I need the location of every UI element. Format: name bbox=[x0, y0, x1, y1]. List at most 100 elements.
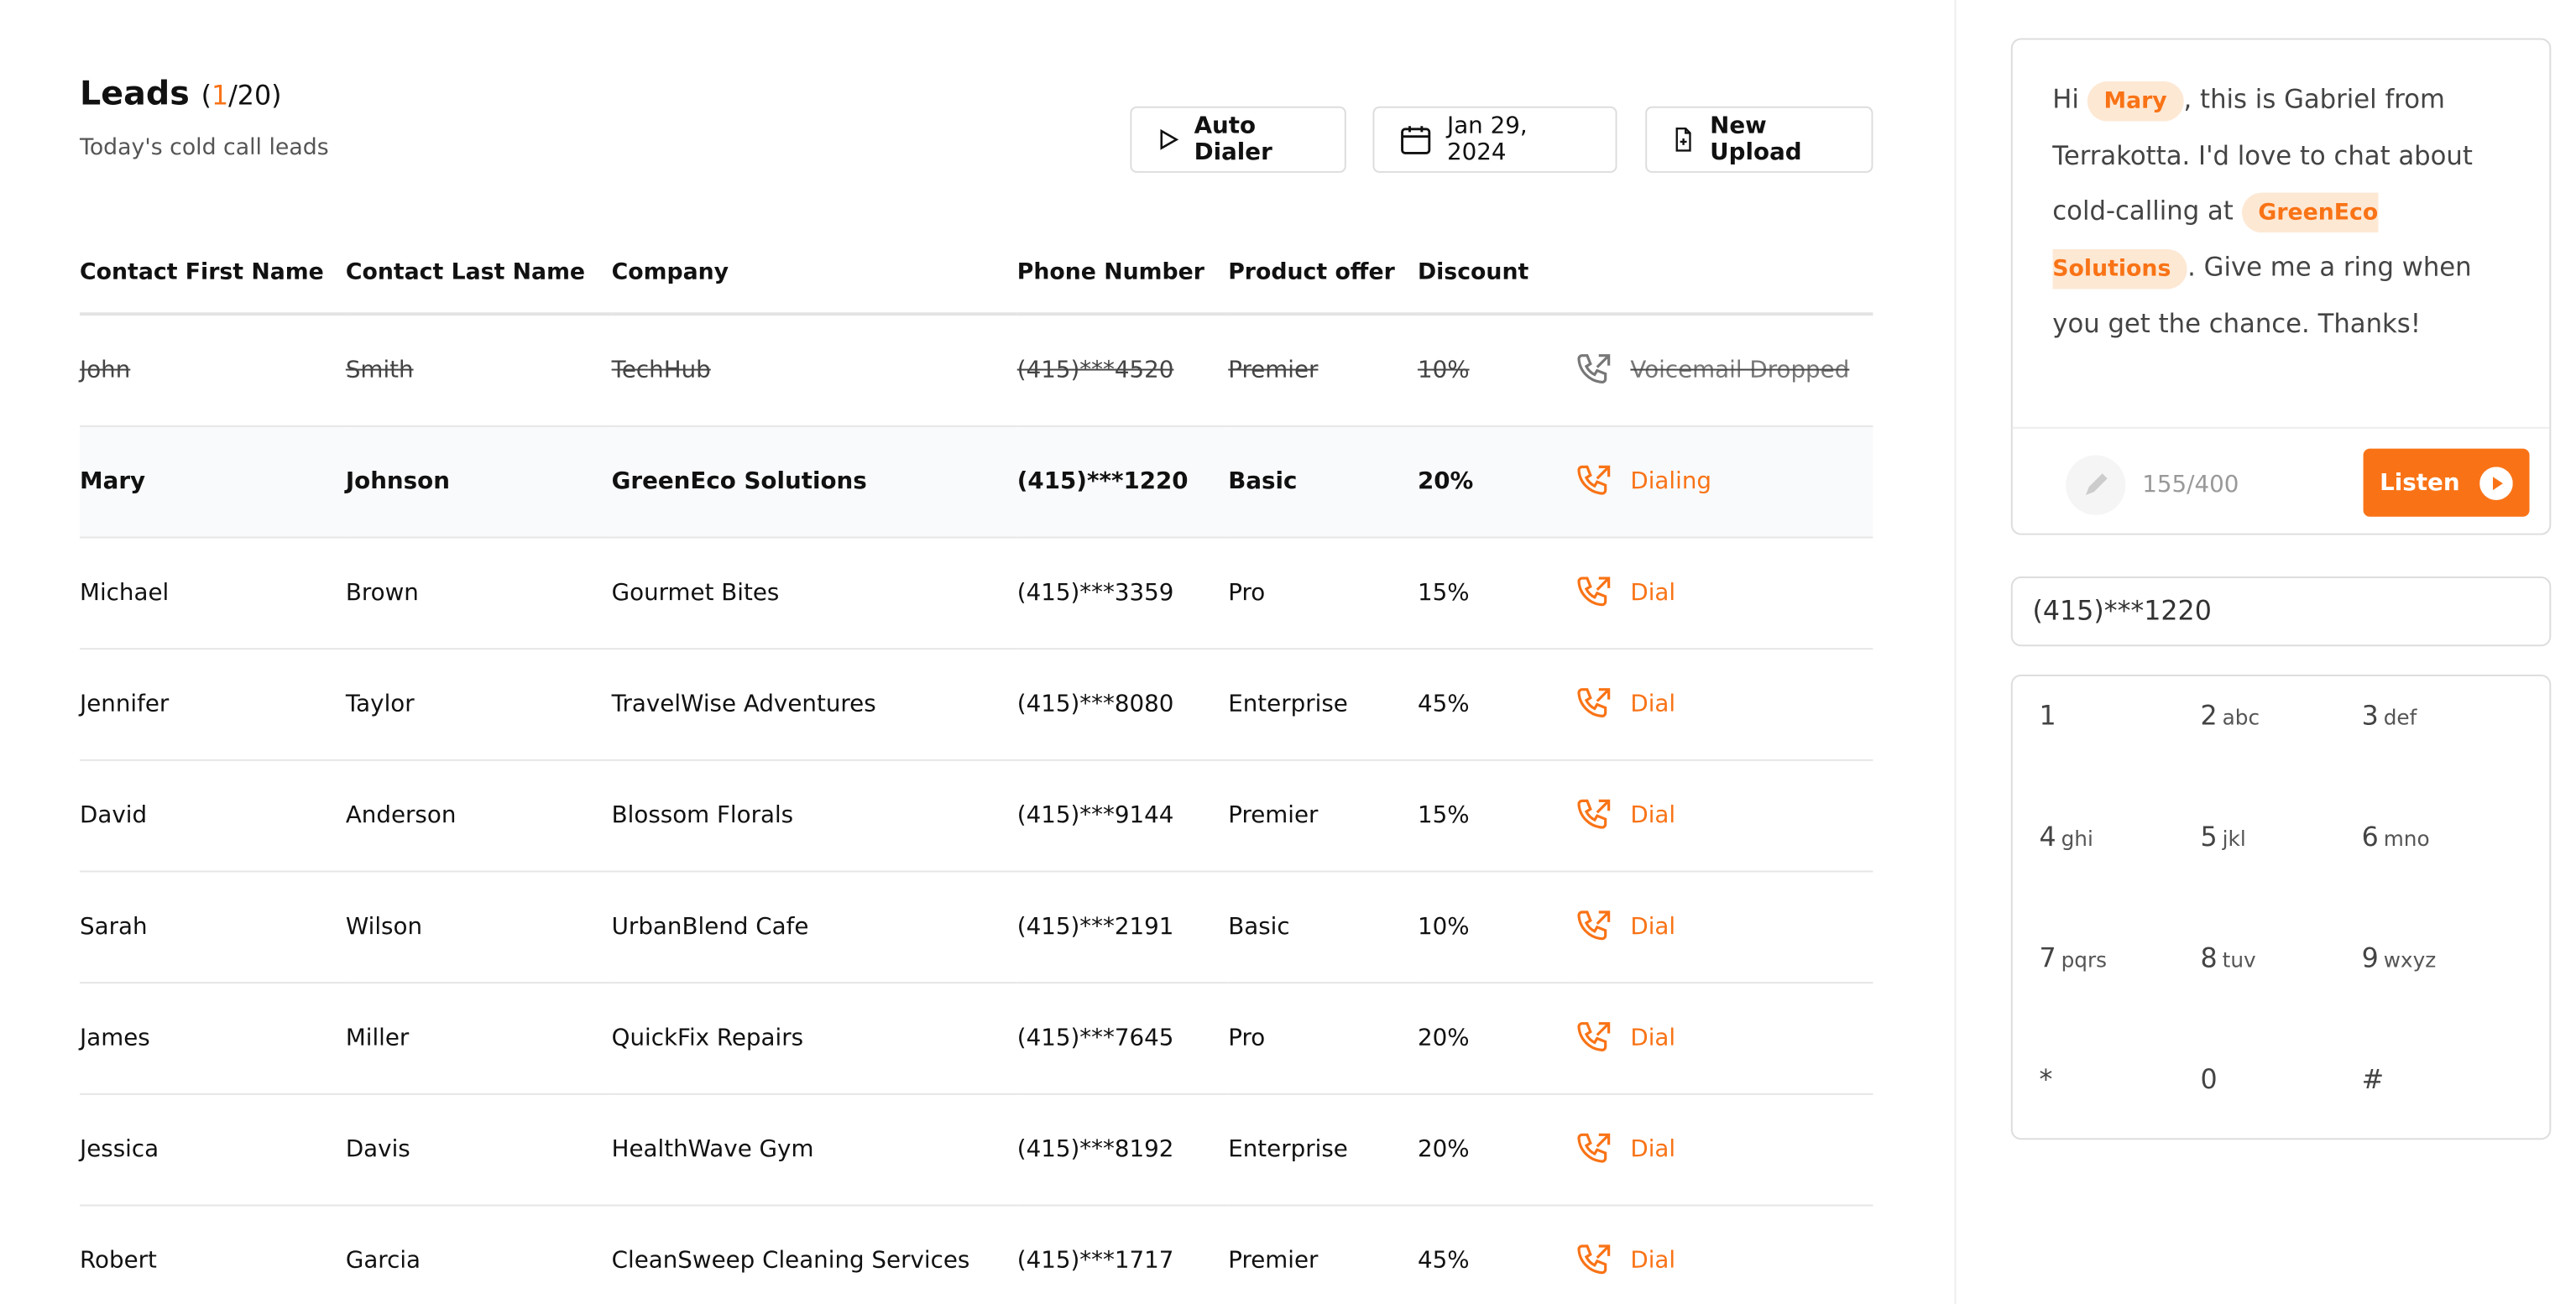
digit: 4 bbox=[2039, 821, 2056, 853]
call-status[interactable]: Dial bbox=[1574, 907, 1873, 947]
call-status[interactable]: Dial bbox=[1574, 1241, 1873, 1281]
status-cell: Dial bbox=[1574, 871, 1873, 984]
date-button[interactable]: Jan 29, 2024 bbox=[1372, 106, 1617, 173]
cell: UrbanBlend Cafe bbox=[611, 871, 1017, 984]
status-label: Dial bbox=[1630, 691, 1676, 718]
phone-icon bbox=[1577, 465, 1611, 495]
key[interactable]: 3 def bbox=[2362, 700, 2523, 822]
lead-row: James Miller QuickFix Repairs (415)***7645 P… bbox=[80, 983, 1873, 1095]
status-label: Dial bbox=[1630, 580, 1676, 607]
cell: Michael bbox=[80, 537, 346, 650]
key[interactable]: 9 wxyz bbox=[2362, 942, 2523, 1064]
status-label: Dial bbox=[1630, 1247, 1676, 1275]
status-cell: Dial bbox=[1574, 537, 1873, 650]
script-footer: 155/400 Listen bbox=[2012, 426, 2550, 537]
cell: (415)***7645 bbox=[1016, 983, 1229, 1095]
key[interactable]: 1 bbox=[2039, 700, 2200, 822]
letters: def bbox=[2383, 704, 2417, 730]
cell: (415)***1717 bbox=[1016, 1205, 1229, 1304]
cell: Enterprise bbox=[1228, 649, 1418, 761]
call-status[interactable]: Dial bbox=[1574, 685, 1873, 725]
cell: David bbox=[80, 759, 346, 873]
key[interactable]: 4 ghi bbox=[2039, 821, 2200, 942]
listen-button[interactable]: Listen bbox=[2363, 448, 2530, 517]
phone-icon bbox=[1577, 799, 1611, 829]
cell: Premier bbox=[1228, 314, 1418, 427]
cell: TechHub bbox=[611, 314, 1017, 427]
key[interactable]: 8 tuv bbox=[2201, 942, 2362, 1064]
call-status[interactable]: Dial bbox=[1574, 1129, 1873, 1170]
phone-icon bbox=[1577, 576, 1611, 607]
edit-icon[interactable] bbox=[2066, 455, 2126, 515]
dial-number[interactable]: (415)***1220 bbox=[2010, 576, 2552, 647]
auto-dialer-button[interactable]: Auto Dialer bbox=[1130, 106, 1346, 173]
leads-table: Contact First Name Contact Last Name Compa… bbox=[80, 232, 1873, 1304]
cell: Johnson bbox=[345, 425, 612, 539]
cell: 45% bbox=[1417, 1205, 1575, 1304]
cell: Pro bbox=[1228, 537, 1418, 650]
call-status[interactable]: Dial bbox=[1574, 795, 1873, 836]
call-status[interactable]: Dial bbox=[1574, 1019, 1873, 1059]
key[interactable]: 0 bbox=[2201, 1063, 2362, 1185]
cell: 45% bbox=[1417, 649, 1575, 761]
call-status[interactable]: Dialing bbox=[1574, 462, 1873, 502]
key[interactable]: * bbox=[2039, 1063, 2200, 1185]
digit: # bbox=[2361, 1063, 2385, 1095]
calendar-icon bbox=[1401, 126, 1431, 154]
key[interactable]: 5 jkl bbox=[2201, 821, 2362, 942]
cell: HealthWave Gym bbox=[611, 1093, 1017, 1207]
cell: Enterprise bbox=[1228, 1093, 1418, 1207]
key[interactable]: # bbox=[2362, 1063, 2523, 1185]
letters: abc bbox=[2222, 704, 2260, 730]
digit: 8 bbox=[2200, 941, 2218, 974]
text: , this is Gabriel from Terrakotta. I'd l… bbox=[2052, 84, 2473, 227]
key[interactable]: 7 pqrs bbox=[2039, 942, 2200, 1064]
divider bbox=[1954, 0, 1957, 1304]
status-cell: Dial bbox=[1574, 1205, 1873, 1304]
cell: Taylor bbox=[345, 649, 612, 761]
lead-row: Jessica Davis HealthWave Gym (415)***8192 En… bbox=[80, 1093, 1873, 1207]
status-cell: Dial bbox=[1574, 983, 1873, 1095]
column-header: Phone Number bbox=[1016, 232, 1229, 316]
status-cell: Dial bbox=[1574, 1093, 1873, 1207]
letters: ghi bbox=[2061, 826, 2093, 851]
lead-count: (1/20) bbox=[201, 80, 282, 112]
cell: (415)***4520 bbox=[1016, 314, 1229, 427]
cell: Blossom Florals bbox=[611, 759, 1017, 873]
cell: TravelWise Adventures bbox=[611, 649, 1017, 761]
new-upload-button[interactable]: New Upload bbox=[1645, 106, 1873, 173]
cell: Basic bbox=[1228, 871, 1418, 984]
column-header: Discount bbox=[1417, 232, 1575, 316]
cell: 15% bbox=[1417, 537, 1575, 650]
cell: Mary bbox=[80, 425, 346, 539]
paren: ( bbox=[201, 80, 212, 112]
cell: (415)***1220 bbox=[1016, 425, 1229, 539]
status-cell: Voicemail Dropped bbox=[1574, 314, 1873, 427]
label: New Upload bbox=[1710, 112, 1802, 166]
cell: Wilson bbox=[345, 871, 612, 984]
cell: Pro bbox=[1228, 983, 1418, 1095]
status-cell: Dial bbox=[1574, 759, 1873, 873]
column-header: Company bbox=[611, 232, 1017, 316]
key[interactable]: 6 mno bbox=[2362, 821, 2523, 942]
call-status[interactable]: Dial bbox=[1574, 573, 1873, 613]
column-header: Contact Last Name bbox=[345, 232, 612, 316]
status-label: Dialing bbox=[1630, 468, 1711, 496]
call-status[interactable]: Voicemail Dropped bbox=[1574, 351, 1873, 391]
variable-chip: Mary bbox=[2087, 81, 2184, 122]
cell: Miller bbox=[345, 983, 612, 1095]
play-icon bbox=[1160, 128, 1179, 150]
status-cell: Dialing bbox=[1574, 425, 1873, 539]
keypad: 1 2 abc 3 def 4 ghi 5 jkl 6 mno 7 pqrs 8 tuv 9 wxyz * 0 # bbox=[2010, 674, 2552, 1140]
key[interactable]: 2 abc bbox=[2201, 700, 2362, 822]
title: Leads bbox=[80, 73, 190, 113]
cell: Premier bbox=[1228, 1205, 1418, 1304]
cell: Davis bbox=[345, 1093, 612, 1207]
header-row: Contact First Name Contact Last Name Compa… bbox=[80, 232, 1873, 316]
phone-icon bbox=[1577, 688, 1611, 717]
current: 1 bbox=[211, 80, 229, 112]
text: . Give me a ring when you get the chance… bbox=[2052, 252, 2472, 339]
table-body: John Smith TechHub (415)***4520 Premier 10% Vo… bbox=[80, 314, 1873, 1304]
cell: QuickFix Repairs bbox=[611, 983, 1017, 1095]
